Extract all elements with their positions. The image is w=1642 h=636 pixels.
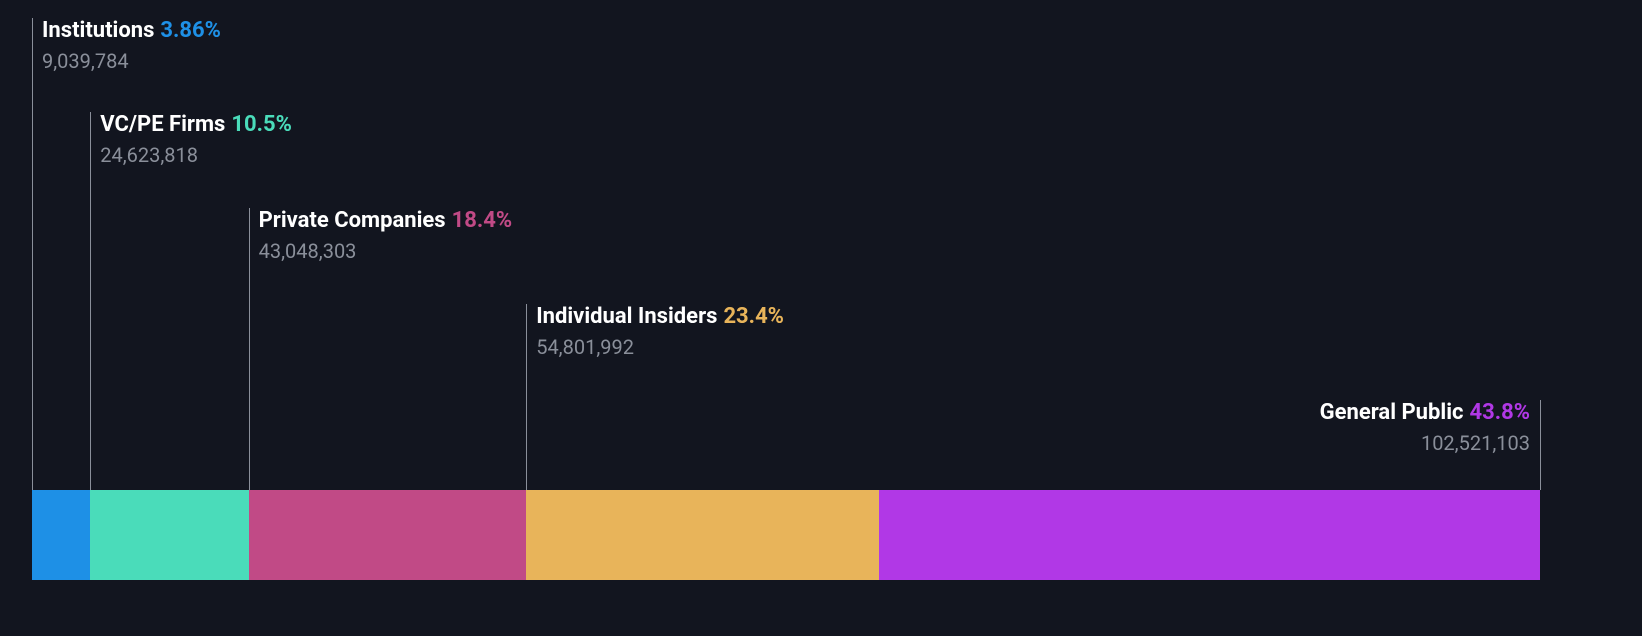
leader-individual-insiders <box>526 304 527 490</box>
label-institutions: Institutions3.86% 9,039,784 <box>42 18 221 73</box>
label-title-private-companies: Private Companies <box>259 208 446 233</box>
label-value-individual-insiders: 54,801,992 <box>536 335 784 359</box>
leader-general-public <box>1540 400 1541 490</box>
bar-segment-private-companies[interactable] <box>249 490 527 580</box>
label-pct-vcpe: 10.5% <box>231 112 292 137</box>
label-pct-individual-insiders: 23.4% <box>723 304 784 329</box>
label-vcpe: VC/PE Firms10.5% 24,623,818 <box>100 112 292 167</box>
label-title-vcpe: VC/PE Firms <box>100 112 225 137</box>
bar-track <box>32 490 1540 580</box>
leader-institutions <box>32 18 33 490</box>
ownership-stacked-bar-chart: Institutions3.86% 9,039,784 VC/PE Firms10.… <box>0 0 1642 636</box>
bar-segment-general-public[interactable] <box>879 490 1540 580</box>
label-individual-insiders: Individual Insiders23.4% 54,801,992 <box>536 304 784 359</box>
label-pct-institutions: 3.86% <box>160 18 221 43</box>
label-title-general-public: General Public <box>1320 400 1464 425</box>
bar-segment-individual-insiders[interactable] <box>526 490 879 580</box>
label-value-institutions: 9,039,784 <box>42 49 221 73</box>
leader-private-companies <box>249 208 250 490</box>
label-title-individual-insiders: Individual Insiders <box>536 304 717 329</box>
label-value-private-companies: 43,048,303 <box>259 239 512 263</box>
label-private-companies: Private Companies18.4% 43,048,303 <box>259 208 512 263</box>
label-value-vcpe: 24,623,818 <box>100 143 292 167</box>
bar-segment-vcpe[interactable] <box>90 490 248 580</box>
label-pct-general-public: 43.8% <box>1469 400 1530 425</box>
leader-vcpe <box>90 112 91 490</box>
label-value-general-public: 102,521,103 <box>1320 431 1530 455</box>
label-general-public: General Public43.8% 102,521,103 <box>1320 400 1530 455</box>
label-title-institutions: Institutions <box>42 18 154 43</box>
label-pct-private-companies: 18.4% <box>452 208 513 233</box>
bar-segment-institutions[interactable] <box>32 490 90 580</box>
